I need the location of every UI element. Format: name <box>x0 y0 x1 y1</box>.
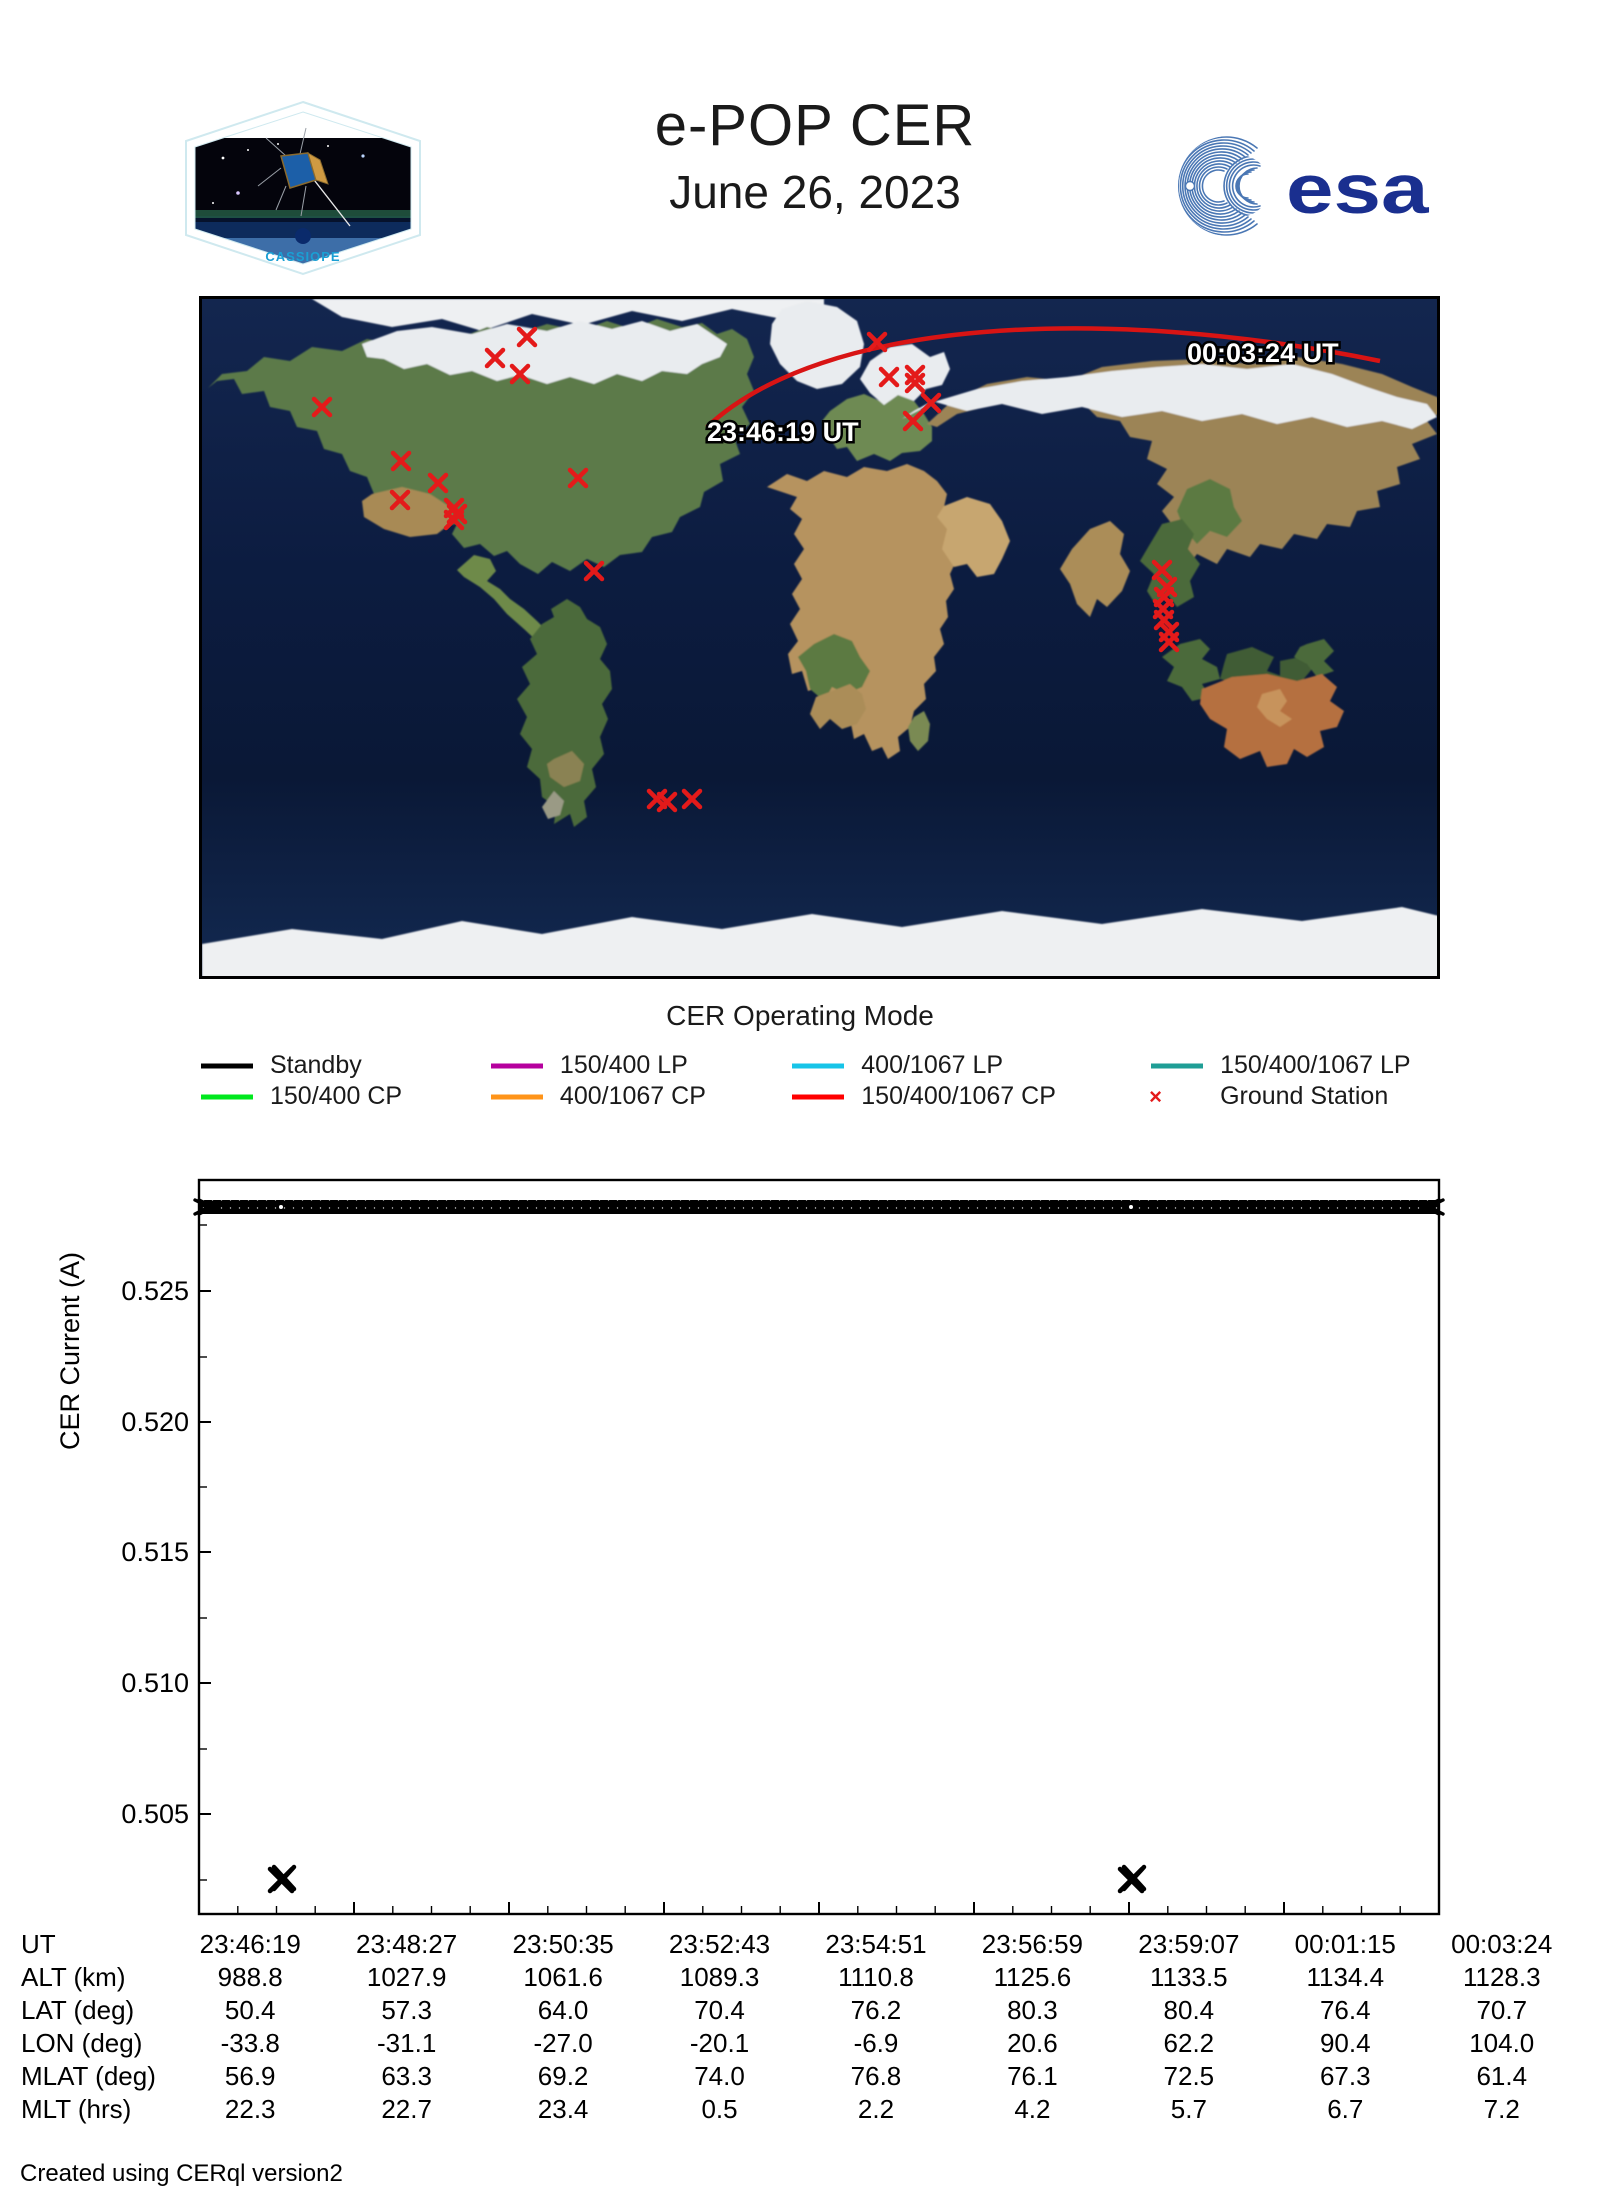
svg-text:CASSIOPE: CASSIOPE <box>265 249 340 264</box>
svg-text:0.525: 0.525 <box>121 1276 189 1306</box>
svg-text:00:03:24 UT: 00:03:24 UT <box>1187 338 1339 368</box>
svg-text:0.520: 0.520 <box>121 1407 189 1437</box>
svg-text:0.510: 0.510 <box>121 1668 189 1698</box>
svg-text:0.515: 0.515 <box>121 1537 189 1567</box>
svg-text:esa: esa <box>1286 149 1429 228</box>
svg-text:0.505: 0.505 <box>121 1799 189 1829</box>
svg-text:23:46:19 UT: 23:46:19 UT <box>707 417 859 447</box>
